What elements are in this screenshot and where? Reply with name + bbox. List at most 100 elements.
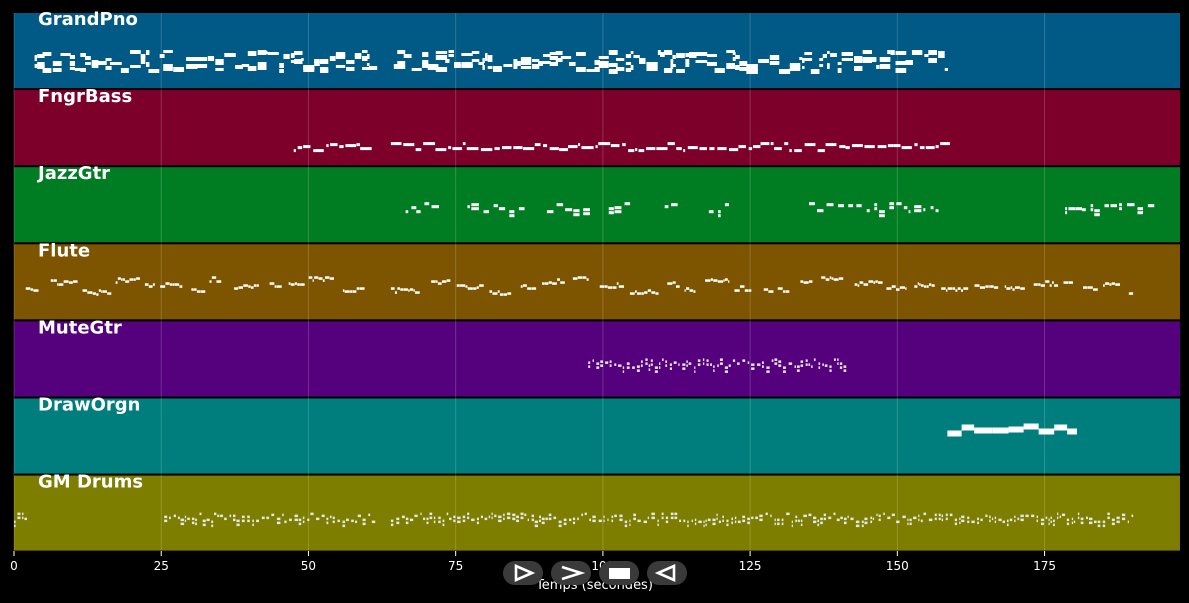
- note: [907, 522, 909, 526]
- note: [798, 519, 800, 523]
- note: [861, 520, 864, 524]
- note: [659, 362, 661, 365]
- note: [480, 515, 483, 519]
- note: [576, 67, 586, 72]
- note: [718, 214, 721, 218]
- note: [476, 517, 479, 521]
- note: [803, 514, 807, 518]
- note: [1093, 288, 1098, 291]
- note: [1071, 521, 1074, 525]
- note: [1006, 287, 1011, 290]
- note: [799, 57, 803, 60]
- note: [763, 288, 769, 291]
- note: [774, 358, 778, 361]
- note: [870, 516, 873, 520]
- note: [1116, 520, 1120, 524]
- note: [903, 206, 908, 210]
- note: [302, 520, 305, 524]
- note: [839, 366, 843, 369]
- note: [635, 290, 637, 293]
- note: [765, 512, 768, 516]
- note: [522, 284, 527, 287]
- note: [200, 290, 206, 293]
- note: [829, 369, 832, 372]
- note: [781, 522, 784, 526]
- note: [689, 289, 694, 292]
- note: [837, 358, 839, 361]
- note: [1102, 520, 1106, 524]
- note: [471, 518, 475, 522]
- rewind-button[interactable]: [647, 561, 687, 585]
- note: [290, 60, 295, 63]
- fast-forward-button[interactable]: [551, 561, 591, 585]
- note: [777, 522, 780, 526]
- track-label: GrandPno: [38, 9, 138, 30]
- note: [622, 366, 625, 369]
- labels-layer: GrandPno FngrBass JazzGtr Flute MuteGtr DrawO…: [36, 9, 143, 493]
- note: [974, 427, 993, 434]
- note: [805, 359, 808, 362]
- note: [544, 282, 549, 285]
- note: [682, 363, 686, 366]
- note: [991, 517, 994, 521]
- note: [833, 358, 836, 361]
- note: [60, 53, 71, 56]
- note: [1083, 286, 1088, 289]
- note: [614, 363, 617, 366]
- note: [588, 361, 591, 364]
- note: [967, 516, 970, 520]
- note: [800, 523, 803, 527]
- note: [276, 285, 282, 288]
- note: [619, 518, 623, 522]
- note: [17, 516, 21, 520]
- note: [1008, 426, 1024, 433]
- note: [949, 513, 953, 517]
- note: [1014, 515, 1016, 519]
- note: [665, 520, 669, 524]
- note: [855, 520, 860, 524]
- note: [635, 148, 638, 152]
- note: [609, 364, 612, 367]
- stop-button[interactable]: [599, 561, 639, 585]
- track-notes: [293, 142, 950, 153]
- note: [368, 66, 378, 70]
- note: [887, 50, 891, 54]
- note: [795, 515, 798, 519]
- note: [179, 285, 183, 288]
- note: [1065, 211, 1068, 215]
- note: [423, 142, 436, 146]
- note: [326, 144, 329, 148]
- note: [63, 280, 69, 283]
- track-lane: [14, 398, 1180, 474]
- note: [403, 143, 415, 147]
- note: [670, 64, 674, 69]
- note: [549, 62, 559, 66]
- note: [144, 283, 149, 286]
- note: [837, 68, 842, 73]
- note: [462, 515, 466, 519]
- note: [102, 290, 107, 293]
- note: [33, 289, 39, 292]
- note: [874, 203, 878, 207]
- note: [80, 68, 86, 72]
- note: [542, 282, 544, 285]
- note: [366, 54, 370, 59]
- note: [516, 61, 521, 66]
- step-forward-button[interactable]: [503, 561, 543, 585]
- note: [657, 50, 661, 55]
- note: [513, 63, 518, 68]
- note: [324, 276, 330, 279]
- note: [497, 290, 500, 293]
- note: [396, 521, 400, 525]
- note: [664, 205, 669, 209]
- note: [985, 285, 989, 288]
- note: [1045, 516, 1048, 520]
- note: [165, 282, 170, 285]
- note: [685, 63, 690, 67]
- note: [961, 289, 963, 292]
- note: [794, 365, 796, 368]
- note: [509, 214, 515, 218]
- note: [548, 517, 552, 521]
- note: [85, 62, 91, 65]
- note: [371, 520, 376, 524]
